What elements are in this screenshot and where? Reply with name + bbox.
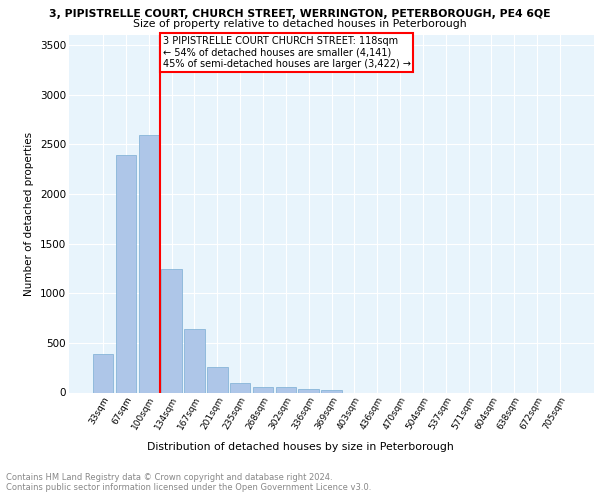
Bar [116,155,136,392]
Bar [93,354,113,393]
Bar [253,387,273,392]
Text: Distribution of detached houses by size in Peterborough: Distribution of detached houses by size … [146,442,454,452]
Bar [161,270,182,392]
Bar [139,136,159,392]
Bar [275,387,296,392]
Text: Contains public sector information licensed under the Open Government Licence v3: Contains public sector information licen… [6,483,371,492]
Text: 3, PIPISTRELLE COURT, CHURCH STREET, WERRINGTON, PETERBOROUGH, PE4 6QE: 3, PIPISTRELLE COURT, CHURCH STREET, WER… [49,9,551,19]
Y-axis label: Number of detached properties: Number of detached properties [25,132,34,296]
Text: 3 PIPISTRELLE COURT CHURCH STREET: 118sqm
← 54% of detached houses are smaller (: 3 PIPISTRELLE COURT CHURCH STREET: 118sq… [163,36,410,69]
Bar [321,390,342,392]
Bar [207,366,227,392]
Bar [230,382,250,392]
Bar [298,388,319,392]
Text: Contains HM Land Registry data © Crown copyright and database right 2024.: Contains HM Land Registry data © Crown c… [6,472,332,482]
Text: Size of property relative to detached houses in Peterborough: Size of property relative to detached ho… [133,19,467,29]
Bar [184,329,205,392]
